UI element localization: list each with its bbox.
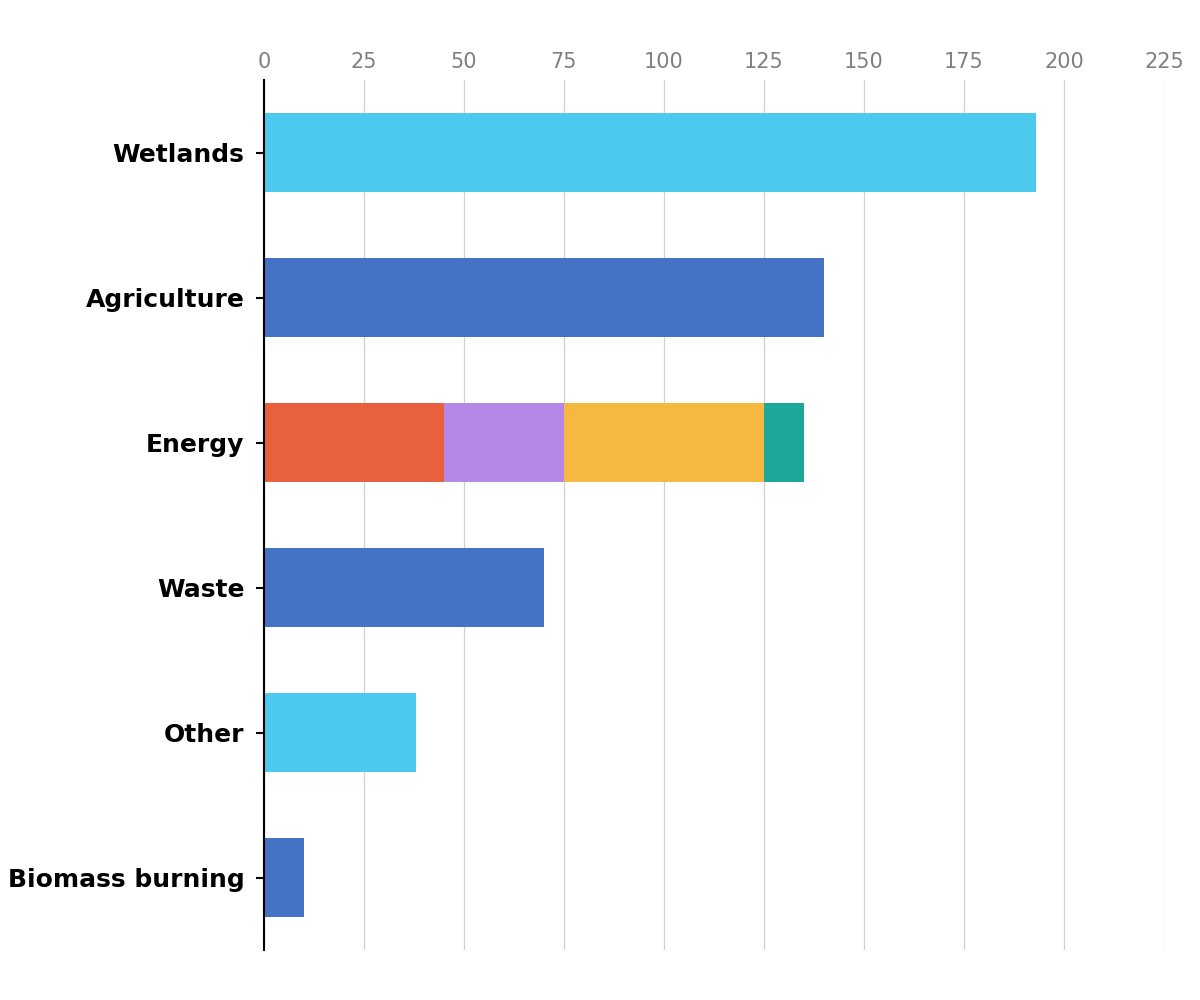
Bar bbox=[264, 838, 304, 917]
Bar bbox=[264, 258, 824, 337]
Bar bbox=[564, 403, 764, 482]
Bar bbox=[444, 403, 564, 482]
Bar bbox=[264, 693, 416, 772]
Bar bbox=[264, 113, 1036, 192]
Bar bbox=[764, 403, 804, 482]
Bar bbox=[264, 403, 444, 482]
Bar bbox=[264, 548, 544, 627]
